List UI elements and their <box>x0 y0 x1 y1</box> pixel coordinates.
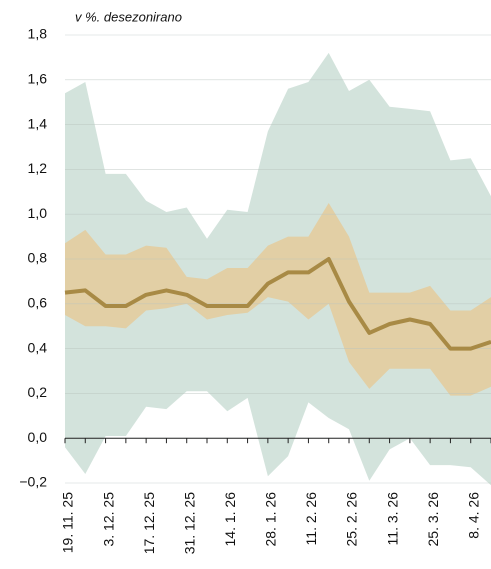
x-tick-label: 11. 2. 26 <box>303 492 319 546</box>
x-tick-label: 17. 12. 25 <box>141 492 157 554</box>
x-tick-label: 11. 3. 26 <box>384 492 400 546</box>
x-tick-label: 3. 12. 25 <box>100 492 116 547</box>
y-tick-label: 1,2 <box>28 160 48 176</box>
x-tick-label: 31. 12. 25 <box>181 492 197 554</box>
y-tick-label: 1,8 <box>28 26 48 42</box>
y-tick-label: 0,4 <box>28 339 48 355</box>
y-tick-label: 0,8 <box>28 250 48 266</box>
x-tick-label: 8. 4. 26 <box>465 492 481 539</box>
y-tick-label: 0,6 <box>28 295 48 311</box>
y-tick-label: 0,0 <box>28 429 48 445</box>
x-tick-label: 28. 1. 26 <box>263 492 279 547</box>
band <box>65 203 491 396</box>
x-tick-label: 25. 3. 26 <box>425 492 441 547</box>
y-tick-label: 1,6 <box>28 71 48 87</box>
y-tick-label: 1,4 <box>28 115 48 131</box>
x-tick-label: 14. 1. 26 <box>222 492 238 547</box>
annotation: v %. desezonirano <box>75 9 182 24</box>
y-tick-label: 0,2 <box>28 384 48 400</box>
y-tick-label: −0,2 <box>19 474 47 490</box>
y-tick-label: 1,0 <box>28 205 48 221</box>
x-tick-label: 19. 11. 25 <box>60 492 76 553</box>
x-tick-label: 25. 2. 26 <box>344 492 360 547</box>
line <box>64 257 491 351</box>
